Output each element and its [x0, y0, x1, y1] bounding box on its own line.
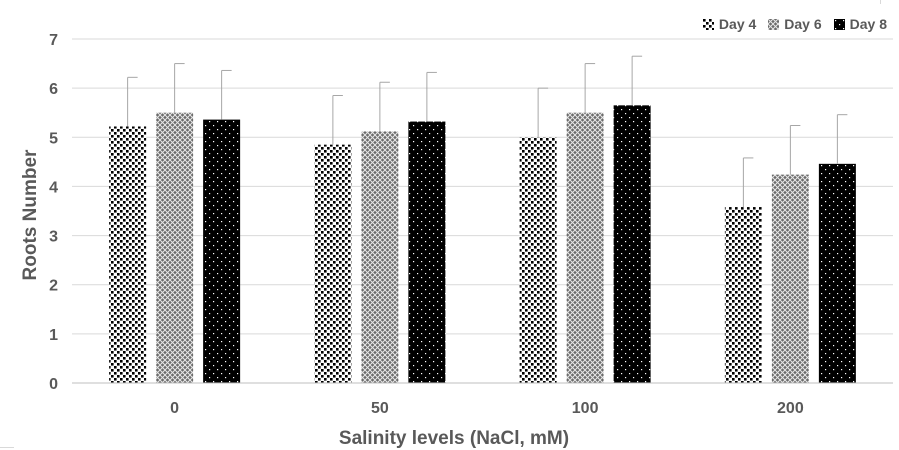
y-tick-label: 5 — [49, 130, 58, 147]
bar-day-4-100 — [519, 137, 557, 383]
gridlines — [72, 38, 893, 335]
x-axis-label: Salinity levels (NaCl, mM) — [339, 428, 569, 449]
y-tick-label: 7 — [49, 32, 58, 49]
bar-day-6-0 — [156, 112, 194, 383]
y-tick-label: 6 — [49, 81, 58, 98]
bar-day-6-100 — [566, 112, 604, 383]
y-tick-label: 4 — [49, 179, 58, 196]
chart-frame-bottom-left — [0, 447, 14, 448]
y-tick-label: 1 — [49, 327, 58, 344]
legend-item-day-8: Day 8 — [833, 16, 887, 32]
legend-label-day-4: Day 4 — [718, 16, 757, 32]
chart-frame-top-right — [880, 0, 881, 4]
legend-label-day-6: Day 6 — [784, 16, 822, 32]
bars — [109, 105, 856, 383]
bar-day-8-0 — [203, 119, 241, 383]
legend-item-day-4: Day 4 — [702, 16, 757, 32]
x-tick-label: 100 — [572, 400, 599, 417]
bar-day-4-50 — [314, 144, 352, 383]
y-axis-label: Roots Number — [20, 149, 41, 281]
legend-swatch-day-8 — [833, 18, 845, 30]
legend-item-day-6: Day 6 — [768, 16, 822, 32]
x-tick-label: 200 — [777, 400, 804, 417]
y-tick-label: 3 — [49, 229, 58, 246]
legend-swatch-day-6 — [768, 18, 780, 30]
bar-day-6-200 — [771, 174, 809, 383]
x-tick-label: 50 — [371, 400, 389, 417]
x-tick-label: 0 — [170, 400, 179, 417]
error-bars — [127, 55, 848, 208]
chart-legend: Day 4 Day 6 Day 8 — [702, 16, 887, 32]
bar-day-4-0 — [109, 126, 147, 383]
legend-swatch-day-4 — [702, 18, 714, 30]
bar-day-8-100 — [613, 105, 651, 383]
axes: 0 1 2 3 4 5 6 7 0 50 100 200 — [49, 32, 893, 417]
bar-day-8-50 — [408, 121, 446, 383]
y-tick-label: 0 — [49, 376, 58, 393]
y-tick-label: 2 — [49, 278, 58, 295]
bar-day-4-200 — [724, 207, 762, 383]
bar-day-8-200 — [818, 163, 856, 383]
legend-label-day-8: Day 8 — [849, 16, 887, 32]
bar-day-6-50 — [361, 131, 399, 383]
